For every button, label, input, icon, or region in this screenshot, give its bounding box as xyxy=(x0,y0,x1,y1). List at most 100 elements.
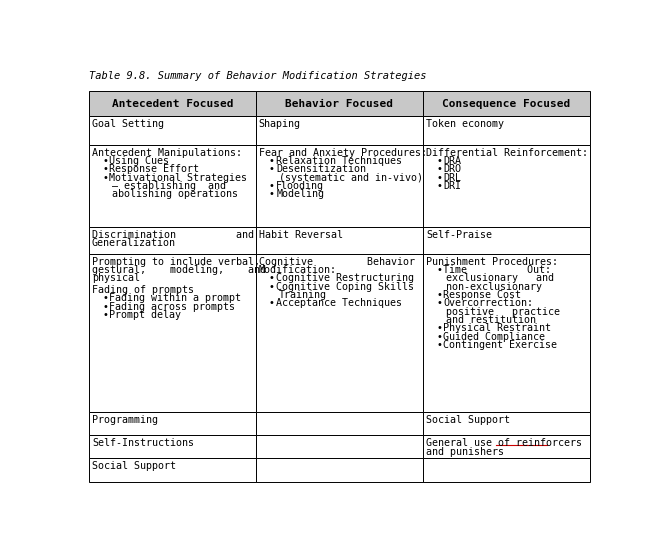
Text: Self-Instructions: Self-Instructions xyxy=(92,438,194,448)
Text: •: • xyxy=(436,340,442,350)
Text: Fading across prompts: Fading across prompts xyxy=(109,301,236,312)
Text: •: • xyxy=(436,173,442,183)
Bar xyxy=(256,144,423,227)
Text: Motivational Strategies: Motivational Strategies xyxy=(109,173,248,183)
Text: Acceptance Techniques: Acceptance Techniques xyxy=(276,298,402,308)
Bar xyxy=(256,227,423,253)
Bar xyxy=(256,116,423,144)
Text: Using Cues: Using Cues xyxy=(109,156,169,166)
Text: Time          Out:: Time Out: xyxy=(444,265,551,275)
Text: •: • xyxy=(269,282,275,292)
Bar xyxy=(89,458,256,482)
Bar xyxy=(89,92,256,116)
Text: Punishment Procedures:: Punishment Procedures: xyxy=(426,257,558,267)
Text: Relaxation Techniques: Relaxation Techniques xyxy=(276,156,402,166)
Text: •: • xyxy=(269,189,275,199)
Text: positive   practice: positive practice xyxy=(446,307,560,317)
Text: •: • xyxy=(269,164,275,174)
Text: Response Effort: Response Effort xyxy=(109,164,199,174)
Text: •: • xyxy=(436,181,442,191)
Text: Token economy: Token economy xyxy=(426,119,504,129)
Text: Social Support: Social Support xyxy=(92,462,176,471)
Text: Table 9.8. Summary of Behavior Modification Strategies: Table 9.8. Summary of Behavior Modificat… xyxy=(89,71,426,81)
Bar xyxy=(256,458,423,482)
Bar xyxy=(89,253,256,412)
Text: •: • xyxy=(102,301,109,312)
Text: •: • xyxy=(269,156,275,166)
Text: •: • xyxy=(102,173,109,183)
Bar xyxy=(89,412,256,435)
Text: •: • xyxy=(102,310,109,320)
Text: Cognitive Coping Skills: Cognitive Coping Skills xyxy=(276,282,414,292)
Text: Prompting to include verbal,: Prompting to include verbal, xyxy=(92,257,260,267)
Text: abolishing operations: abolishing operations xyxy=(112,189,238,199)
Text: and punishers: and punishers xyxy=(426,446,504,457)
Bar xyxy=(89,116,256,144)
Text: Fading of prompts: Fading of prompts xyxy=(92,285,194,295)
Bar xyxy=(423,116,590,144)
Text: Response Cost: Response Cost xyxy=(444,290,522,300)
Text: DRA: DRA xyxy=(444,156,461,166)
Text: Self-Praise: Self-Praise xyxy=(426,230,492,240)
Text: Contingent Exercise: Contingent Exercise xyxy=(444,340,557,350)
Text: •: • xyxy=(436,265,442,275)
Bar xyxy=(423,412,590,435)
Text: Antecedent Focused: Antecedent Focused xyxy=(111,99,233,108)
Text: •: • xyxy=(436,156,442,166)
Text: •: • xyxy=(102,293,109,303)
Text: Discrimination          and: Discrimination and xyxy=(92,230,254,240)
Bar xyxy=(423,227,590,253)
Text: Fear and Anxiety Procedures:: Fear and Anxiety Procedures: xyxy=(259,148,427,158)
Text: Modeling: Modeling xyxy=(276,189,324,199)
Text: DRL: DRL xyxy=(444,173,461,183)
Bar xyxy=(423,144,590,227)
Text: – establishing  and: – establishing and xyxy=(112,181,226,191)
Text: gestural,    modeling,    and: gestural, modeling, and xyxy=(92,265,266,275)
Bar xyxy=(423,458,590,482)
Bar xyxy=(256,435,423,458)
Text: Habit Reversal: Habit Reversal xyxy=(259,230,343,240)
Bar xyxy=(256,253,423,412)
Text: Consequence Focused: Consequence Focused xyxy=(442,99,571,108)
Text: Flooding: Flooding xyxy=(276,181,324,191)
Text: Fading within a prompt: Fading within a prompt xyxy=(109,293,242,303)
Text: exclusionary   and: exclusionary and xyxy=(446,273,554,283)
Text: Antecedent Manipulations:: Antecedent Manipulations: xyxy=(92,148,242,158)
Text: General use of reinforcers: General use of reinforcers xyxy=(426,438,582,448)
Bar xyxy=(256,92,423,116)
Text: •: • xyxy=(269,273,275,283)
Text: Generalization: Generalization xyxy=(92,238,176,249)
Text: (systematic and in-vivo): (systematic and in-vivo) xyxy=(279,173,423,183)
Text: Physical Restraint: Physical Restraint xyxy=(444,323,551,334)
Text: Programming: Programming xyxy=(92,415,158,425)
Bar xyxy=(423,92,590,116)
Text: Training: Training xyxy=(279,290,327,300)
Text: Shaping: Shaping xyxy=(259,119,301,129)
Text: •: • xyxy=(102,164,109,174)
Bar xyxy=(89,227,256,253)
Text: DRI: DRI xyxy=(444,181,461,191)
Bar xyxy=(89,435,256,458)
Text: non-exclusionary: non-exclusionary xyxy=(446,282,542,292)
Text: and restitution: and restitution xyxy=(446,315,536,325)
Text: DRO: DRO xyxy=(444,164,461,174)
Text: Desensitization: Desensitization xyxy=(276,164,366,174)
Bar xyxy=(256,412,423,435)
Text: •: • xyxy=(269,181,275,191)
Bar xyxy=(89,144,256,227)
Text: Cognitive Restructuring: Cognitive Restructuring xyxy=(276,273,414,283)
Text: Modification:: Modification: xyxy=(259,265,337,275)
Text: physical: physical xyxy=(92,273,140,283)
Text: •: • xyxy=(269,298,275,308)
Text: •: • xyxy=(436,298,442,308)
Text: Cognitive         Behavior: Cognitive Behavior xyxy=(259,257,414,267)
Text: Overcorrection:: Overcorrection: xyxy=(444,298,534,308)
Text: •: • xyxy=(436,331,442,342)
Bar xyxy=(423,253,590,412)
Text: •: • xyxy=(102,156,109,166)
Text: Differential Reinforcement:: Differential Reinforcement: xyxy=(426,148,588,158)
Text: Prompt delay: Prompt delay xyxy=(109,310,181,320)
Text: •: • xyxy=(436,164,442,174)
Text: Guided Compliance: Guided Compliance xyxy=(444,331,545,342)
Text: Behavior Focused: Behavior Focused xyxy=(285,99,393,108)
